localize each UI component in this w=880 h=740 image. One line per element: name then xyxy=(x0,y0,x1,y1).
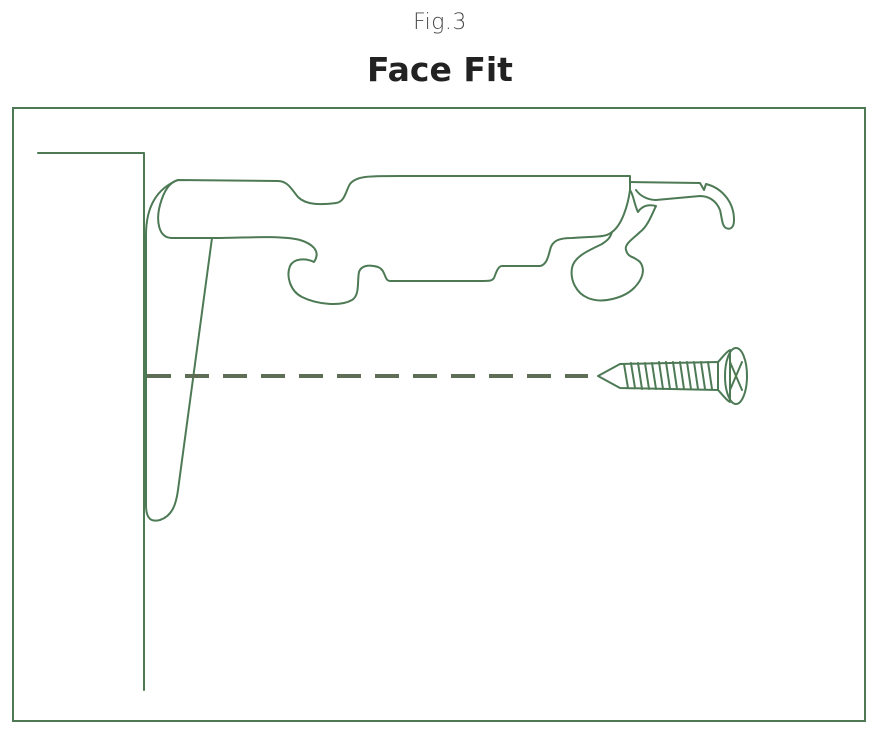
figure-number: Fig.3 xyxy=(413,10,467,35)
figure-title: Face Fit xyxy=(367,50,513,89)
diagram-frame xyxy=(12,107,866,722)
screw-threads xyxy=(623,361,713,390)
cross-drive-icon xyxy=(729,361,743,391)
bracket-clip-nose xyxy=(629,181,735,230)
screw-head xyxy=(717,349,731,403)
bracket-hook-lobe xyxy=(570,189,657,302)
bracket-leg xyxy=(145,179,213,522)
screw-head-face xyxy=(724,347,748,405)
wall-surface xyxy=(37,152,145,691)
bracket-profile xyxy=(157,175,631,305)
screw xyxy=(597,347,748,405)
screw-shank xyxy=(597,361,719,391)
